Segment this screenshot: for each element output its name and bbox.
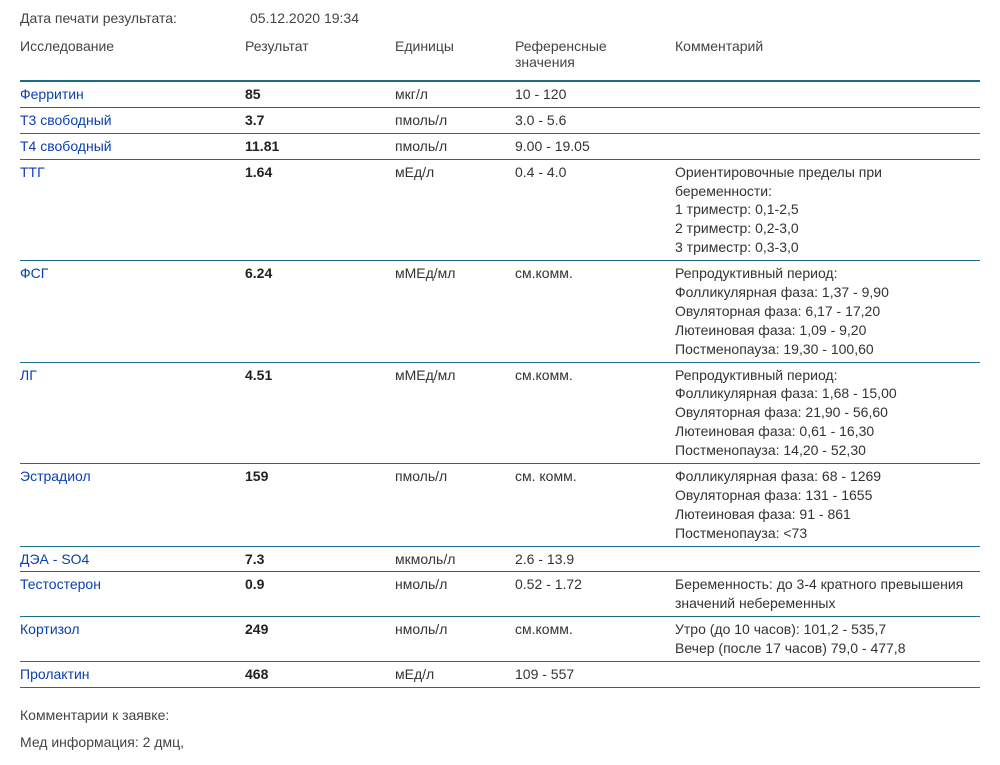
comment-cell bbox=[675, 133, 980, 159]
reference-cell: 2.6 - 13.9 bbox=[515, 546, 675, 572]
result-cell: 11.81 bbox=[245, 133, 395, 159]
reference-cell: см. комм. bbox=[515, 464, 675, 547]
comment-cell: Ориентировочные пределы при беременности… bbox=[675, 159, 980, 260]
result-cell: 468 bbox=[245, 662, 395, 688]
results-table: Исследование Результат Единицы Референсн… bbox=[20, 34, 980, 688]
units-cell: мМЕд/мл bbox=[395, 261, 515, 362]
table-row: Т3 свободный3.7пмоль/л3.0 - 5.6 bbox=[20, 107, 980, 133]
comment-cell: Репродуктивный период: Фолликулярная фаз… bbox=[675, 261, 980, 362]
reference-cell: 0.52 - 1.72 bbox=[515, 572, 675, 617]
print-date-value: 05.12.2020 19:34 bbox=[250, 10, 359, 26]
result-cell: 159 bbox=[245, 464, 395, 547]
reference-cell: см.комм. bbox=[515, 362, 675, 463]
units-cell: мкмоль/л bbox=[395, 546, 515, 572]
result-cell: 0.9 bbox=[245, 572, 395, 617]
test-name-cell: Кортизол bbox=[20, 617, 245, 662]
col-header-name: Исследование bbox=[20, 34, 245, 81]
units-cell: мМЕд/мл bbox=[395, 362, 515, 463]
result-cell: 1.64 bbox=[245, 159, 395, 260]
result-cell: 7.3 bbox=[245, 546, 395, 572]
comment-cell bbox=[675, 107, 980, 133]
col-header-units: Единицы bbox=[395, 34, 515, 81]
print-date-line: Дата печати результата: 05.12.2020 19:34 bbox=[20, 10, 980, 26]
reference-cell: 9.00 - 19.05 bbox=[515, 133, 675, 159]
table-row: Ферритин85мкг/л10 - 120 bbox=[20, 81, 980, 107]
table-row: Эстрадиол159пмоль/лсм. комм.Фолликулярна… bbox=[20, 464, 980, 547]
test-name-cell: Т3 свободный bbox=[20, 107, 245, 133]
table-row: ТТГ1.64мЕд/л0.4 - 4.0Ориентировочные пре… bbox=[20, 159, 980, 260]
units-cell: пмоль/л bbox=[395, 464, 515, 547]
test-name-cell: Эстрадиол bbox=[20, 464, 245, 547]
test-name-cell: Тестостерон bbox=[20, 572, 245, 617]
result-cell: 3.7 bbox=[245, 107, 395, 133]
result-cell: 4.51 bbox=[245, 362, 395, 463]
units-cell: пмоль/л bbox=[395, 107, 515, 133]
print-date-label: Дата печати результата: bbox=[20, 10, 250, 26]
test-name-cell: Пролактин bbox=[20, 662, 245, 688]
table-row: Т4 свободный11.81пмоль/л9.00 - 19.05 bbox=[20, 133, 980, 159]
units-cell: нмоль/л bbox=[395, 572, 515, 617]
comment-cell bbox=[675, 662, 980, 688]
reference-cell: 3.0 - 5.6 bbox=[515, 107, 675, 133]
result-cell: 85 bbox=[245, 81, 395, 107]
col-header-comment: Комментарий bbox=[675, 34, 980, 81]
comment-cell: Беременность: до 3-4 кратного превышения… bbox=[675, 572, 980, 617]
reference-cell: 109 - 557 bbox=[515, 662, 675, 688]
units-cell: пмоль/л bbox=[395, 133, 515, 159]
test-name-cell: Т4 свободный bbox=[20, 133, 245, 159]
table-row: ДЭА - SO47.3мкмоль/л2.6 - 13.9 bbox=[20, 546, 980, 572]
reference-cell: 10 - 120 bbox=[515, 81, 675, 107]
test-name-cell: Ферритин bbox=[20, 81, 245, 107]
reference-cell: см.комм. bbox=[515, 261, 675, 362]
table-row: ЛГ4.51мМЕд/млсм.комм.Репродуктивный пери… bbox=[20, 362, 980, 463]
units-cell: мкг/л bbox=[395, 81, 515, 107]
footer-block: Комментарии к заявке: Мед информация: 2 … bbox=[20, 702, 980, 755]
comment-cell: Утро (до 10 часов): 101,2 - 535,7 Вечер … bbox=[675, 617, 980, 662]
reference-cell: 0.4 - 4.0 bbox=[515, 159, 675, 260]
result-cell: 249 bbox=[245, 617, 395, 662]
units-cell: мЕд/л bbox=[395, 662, 515, 688]
comment-cell bbox=[675, 546, 980, 572]
test-name-cell: ЛГ bbox=[20, 362, 245, 463]
table-row: ФСГ6.24мМЕд/млсм.комм.Репродуктивный пер… bbox=[20, 261, 980, 362]
units-cell: нмоль/л bbox=[395, 617, 515, 662]
units-cell: мЕд/л bbox=[395, 159, 515, 260]
table-row: Пролактин468мЕд/л109 - 557 bbox=[20, 662, 980, 688]
test-name-cell: ТТГ bbox=[20, 159, 245, 260]
comment-cell bbox=[675, 81, 980, 107]
table-header-row: Исследование Результат Единицы Референсн… bbox=[20, 34, 980, 81]
result-cell: 6.24 bbox=[245, 261, 395, 362]
footer-comments-label: Комментарии к заявке: bbox=[20, 702, 980, 729]
comment-cell: Фолликулярная фаза: 68 - 1269 Овуляторна… bbox=[675, 464, 980, 547]
test-name-cell: ДЭА - SO4 bbox=[20, 546, 245, 572]
col-header-reference: Референсные значения bbox=[515, 34, 675, 81]
table-row: Кортизол249нмоль/лсм.комм.Утро (до 10 ча… bbox=[20, 617, 980, 662]
table-row: Тестостерон0.9нмоль/л0.52 - 1.72Беременн… bbox=[20, 572, 980, 617]
test-name-cell: ФСГ bbox=[20, 261, 245, 362]
reference-cell: см.комм. bbox=[515, 617, 675, 662]
comment-cell: Репродуктивный период: Фолликулярная фаз… bbox=[675, 362, 980, 463]
footer-med-info: Мед информация: 2 дмц, bbox=[20, 729, 980, 756]
col-header-result: Результат bbox=[245, 34, 395, 81]
